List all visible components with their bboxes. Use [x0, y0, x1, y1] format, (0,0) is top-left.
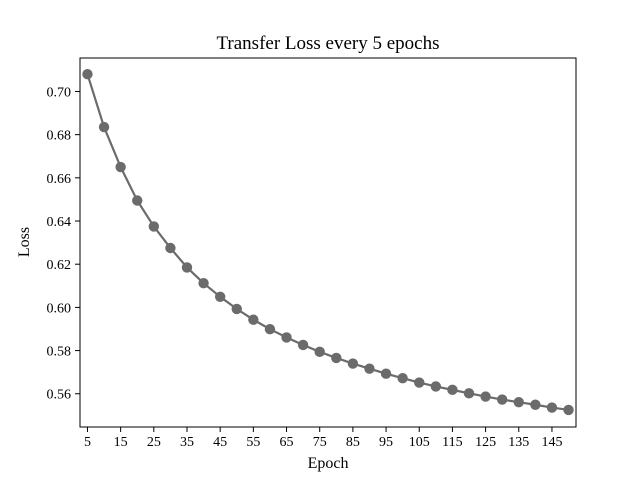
data-point	[530, 399, 541, 410]
y-tick-label: 0.64	[47, 215, 72, 230]
x-tick-label: 145	[541, 435, 562, 450]
data-point	[165, 242, 176, 254]
loss-series-line	[86, 73, 569, 412]
data-point	[496, 394, 508, 405]
y-tick-label: 0.70	[47, 85, 72, 100]
plot-frame	[79, 57, 577, 428]
data-point	[115, 161, 126, 173]
data-point	[513, 396, 524, 408]
data-point	[198, 278, 209, 289]
data-point	[231, 303, 242, 315]
x-tick-label: 125	[475, 435, 496, 450]
x-tick-label: 135	[508, 435, 529, 450]
data-point	[98, 121, 110, 133]
data-point	[347, 358, 359, 369]
data-point	[397, 373, 408, 384]
data-point	[331, 352, 342, 364]
x-tick-label: 45	[213, 435, 227, 450]
x-tick-label: 115	[442, 435, 462, 450]
data-point	[546, 402, 558, 413]
data-point	[264, 323, 276, 335]
y-tick-label: 0.58	[47, 345, 72, 360]
y-axis: 0.56 0.58 0.60 0.62 0.64 0.66 0.68 0.70	[47, 85, 80, 403]
y-axis-label: Loss	[16, 227, 33, 257]
x-tick-label: 25	[147, 435, 161, 450]
plot-area	[82, 68, 574, 416]
x-tick-label: 105	[409, 435, 430, 450]
y-tick-label: 0.66	[47, 172, 72, 187]
x-tick-label: 95	[379, 435, 393, 450]
data-point	[297, 339, 309, 351]
x-axis: 5 15 25 35 45 55 65 75 85 95 105 115 125 135 145	[84, 427, 562, 450]
data-point	[148, 221, 160, 232]
data-point	[214, 291, 226, 303]
x-tick-label: 55	[246, 435, 260, 450]
data-point	[463, 388, 475, 399]
y-tick-label: 0.56	[47, 388, 72, 403]
data-point	[480, 391, 491, 402]
x-tick-label: 5	[84, 435, 91, 450]
data-point	[181, 262, 193, 273]
x-tick-label: 35	[180, 435, 194, 450]
data-point	[447, 384, 458, 396]
x-axis-label: Epoch	[308, 455, 349, 472]
y-tick-label: 0.68	[47, 129, 72, 144]
y-tick-label: 0.62	[47, 258, 72, 273]
x-tick-label: 65	[280, 435, 294, 450]
data-point	[314, 346, 325, 358]
data-point	[281, 332, 292, 343]
data-point	[563, 404, 574, 416]
x-tick-label: 85	[346, 435, 360, 450]
data-point	[430, 381, 442, 392]
y-tick-label: 0.60	[47, 301, 72, 316]
data-point	[414, 377, 425, 388]
data-point	[248, 314, 259, 325]
data-point	[364, 363, 375, 374]
data-point	[132, 195, 143, 206]
data-point	[380, 368, 392, 379]
x-tick-label: 75	[313, 435, 327, 450]
x-tick-label: 15	[114, 435, 128, 450]
data-point	[82, 68, 93, 80]
chart-title: Transfer Loss every 5 epochs	[216, 33, 439, 54]
